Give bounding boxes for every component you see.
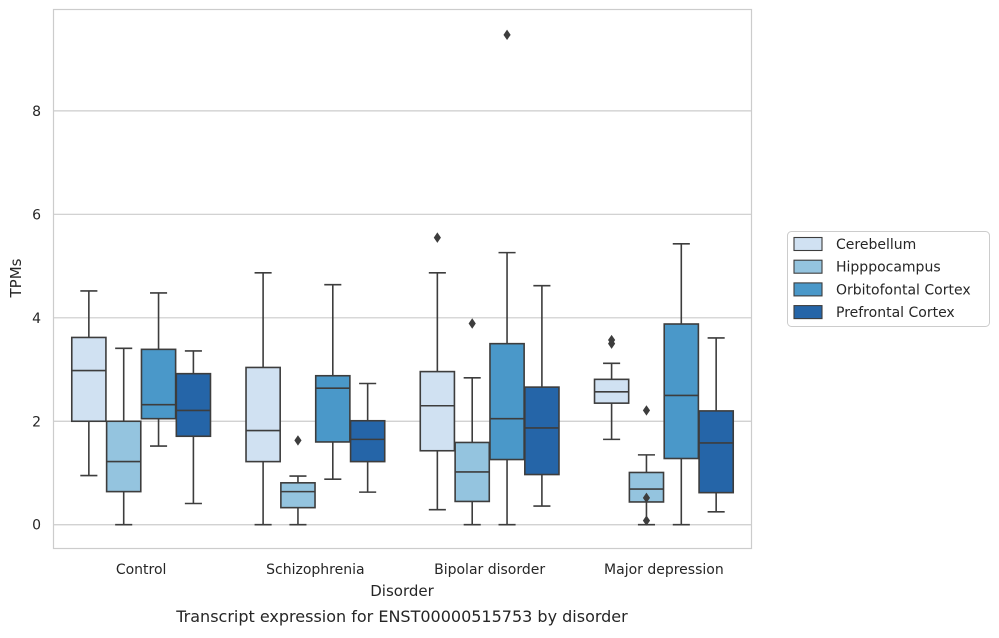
box-plot [489,29,525,526]
box-iqr [663,323,700,460]
box-iqr [140,348,177,420]
box-iqr [419,370,456,452]
box-plot [663,243,700,526]
outlier-point [642,492,651,504]
legend-swatch [793,236,823,252]
box-iqr [245,366,281,463]
box-plot [105,347,142,526]
x-tick-label: Bipolar disorder [434,562,545,578]
box-plot [175,350,212,505]
box-plot [698,337,735,513]
box-plot [245,271,281,526]
box-plot [454,318,491,526]
box-iqr [349,419,386,463]
box-plot [419,232,456,511]
box-iqr [524,386,560,476]
box-plot [628,405,665,526]
y-tick-label: 6 [32,207,41,223]
box-iqr [175,372,212,438]
legend-label: Cerebellum [836,237,916,253]
outlier-point [468,318,476,329]
chart-title: Transcript expression for ENST0000051575… [175,607,628,626]
y-axis-label: TPMs [7,258,25,298]
legend-label: Hipppocampus [836,260,941,276]
legend: Cerebellum Hipppocampus Orbitofontal Corte… [787,231,990,327]
y-tick-labels: 0 2 4 6 8 [32,104,41,534]
legend-swatch [793,305,823,320]
box-iqr [105,420,142,493]
outlier-point [503,29,511,41]
legend-label: Orbitofontal Cortex [836,282,971,298]
grid-lines [54,110,751,526]
plot-frame [52,8,753,550]
outlier-point [642,405,651,416]
y-tick-label: 2 [32,414,41,430]
x-tick-labels: Control Schizophrenia Bipolar disorder Majo… [116,562,724,578]
outlier-point [433,232,441,243]
outlier-point [642,515,651,526]
outlier-point [294,435,302,446]
legend-swatch [793,282,823,297]
x-axis-label: Disorder [370,582,434,600]
box-iqr [70,336,107,423]
box-plot [593,334,630,441]
box-iqr [698,410,735,494]
box-plot [524,284,560,507]
y-tick-label: 8 [32,104,41,120]
plot-background [53,9,752,549]
box-plots [70,29,735,526]
box-plot [349,382,386,493]
x-tick-label: Schizophrenia [266,562,364,578]
x-tick-label: Major depression [604,562,724,578]
legend-frame [787,231,990,327]
legend-swatch [793,259,823,274]
box-iqr [280,482,316,509]
y-tick-label: 4 [32,311,41,327]
box-plot [314,283,351,480]
y-tick-label: 0 [32,518,41,534]
outlier-point [608,334,616,346]
x-tick-label: Control [116,562,167,578]
box-iqr [314,374,351,443]
box-iqr [489,342,525,461]
box-plot [70,290,107,477]
box-plot [280,435,316,526]
legend-entries: Cerebellum Hipppocampus Orbitofontal Corte… [793,236,971,321]
legend-label: Prefrontal Cortex [836,305,955,321]
